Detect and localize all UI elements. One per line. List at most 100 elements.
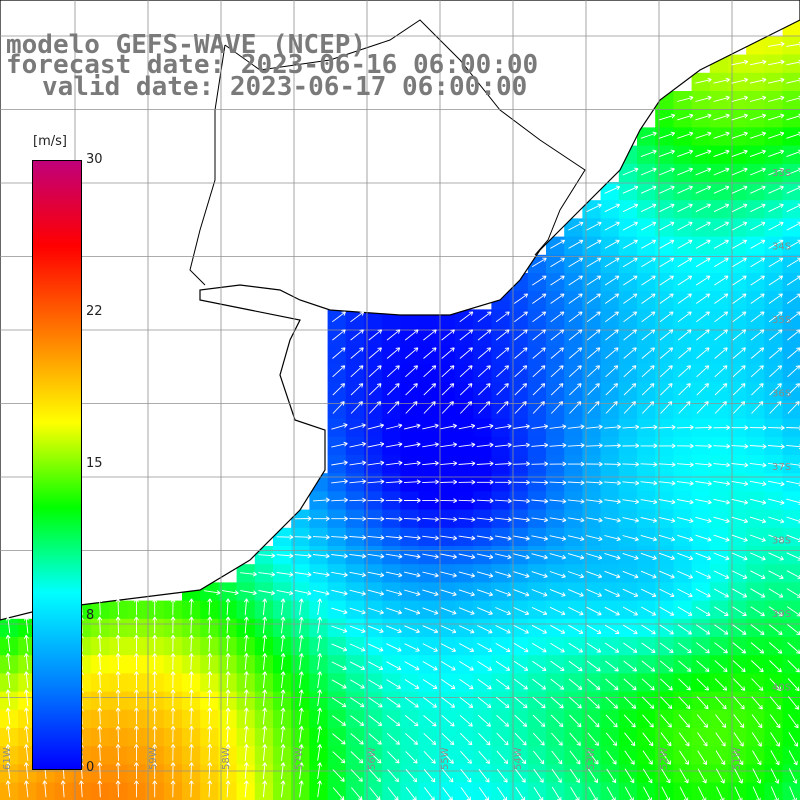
wind-arrow bbox=[623, 642, 638, 653]
wind-arrow bbox=[677, 113, 694, 121]
wind-arrow bbox=[769, 365, 783, 378]
wind-arrow bbox=[440, 442, 458, 448]
wind-arrow bbox=[605, 660, 619, 672]
wind-arrow bbox=[331, 497, 348, 503]
wind-arrow bbox=[641, 678, 655, 691]
wind-arrow bbox=[280, 598, 286, 616]
wind-arrow bbox=[207, 725, 213, 743]
wind-arrow bbox=[531, 480, 549, 485]
wind-arrow bbox=[642, 732, 654, 747]
wind-arrow bbox=[440, 643, 457, 652]
longitude-label: 61W bbox=[2, 747, 13, 770]
wind-arrow bbox=[441, 401, 454, 414]
wind-arrow bbox=[298, 616, 304, 634]
wind-arrow bbox=[715, 750, 726, 766]
wind-arrow bbox=[5, 689, 11, 707]
wind-arrow bbox=[133, 780, 139, 798]
wind-arrow bbox=[604, 424, 621, 430]
wind-arrow bbox=[440, 535, 458, 541]
wind-arrow bbox=[587, 750, 599, 765]
wind-arrow bbox=[659, 275, 674, 286]
wind-arrow bbox=[459, 661, 474, 671]
wind-arrow bbox=[732, 678, 746, 691]
wind-arrow bbox=[604, 606, 620, 616]
wind-arrow bbox=[695, 606, 711, 616]
wind-arrow bbox=[550, 383, 564, 396]
wind-arrow bbox=[533, 768, 544, 783]
wind-arrow bbox=[170, 707, 176, 725]
wind-arrow bbox=[532, 696, 546, 709]
wind-arrow bbox=[513, 442, 530, 448]
wind-arrow bbox=[476, 479, 494, 485]
wind-arrow bbox=[298, 689, 304, 707]
wind-arrow bbox=[367, 535, 385, 541]
wind-arrow bbox=[440, 516, 458, 522]
wind-arrow bbox=[567, 442, 585, 448]
wind-arrow bbox=[549, 553, 567, 560]
wind-arrow bbox=[677, 257, 693, 268]
wind-arrow bbox=[243, 780, 249, 798]
wind-arrow bbox=[660, 383, 673, 396]
wind-arrow bbox=[459, 311, 474, 323]
wind-arrow bbox=[696, 329, 710, 341]
wind-arrow bbox=[262, 616, 268, 634]
wind-arrow bbox=[368, 365, 382, 378]
wind-arrow bbox=[749, 534, 766, 542]
wind-arrow bbox=[749, 113, 767, 121]
wind-arrow bbox=[133, 725, 139, 743]
latitude-label: 40S bbox=[772, 683, 791, 694]
wind-arrow bbox=[349, 571, 367, 578]
wind-arrow bbox=[207, 744, 213, 761]
wind-arrow bbox=[403, 571, 421, 578]
wind-arrow bbox=[405, 733, 419, 745]
wind-arrow bbox=[404, 697, 419, 708]
wind-arrow bbox=[751, 732, 762, 747]
wind-arrow bbox=[423, 750, 436, 764]
wind-arrow bbox=[477, 625, 493, 634]
wind-arrow bbox=[422, 571, 439, 578]
wind-arrow bbox=[280, 689, 286, 707]
wind-arrow bbox=[477, 365, 491, 378]
wind-arrow bbox=[258, 571, 276, 577]
wind-arrow bbox=[769, 660, 782, 673]
wind-arrow bbox=[641, 624, 656, 635]
wind-arrow bbox=[404, 643, 420, 652]
latitude-label: 33S bbox=[772, 168, 791, 179]
wind-arrow bbox=[422, 553, 439, 559]
wind-arrow bbox=[622, 185, 639, 194]
wind-arrow bbox=[404, 498, 421, 503]
wind-arrow bbox=[622, 221, 638, 231]
valid-date: valid date: 2023-06-17 06:00:00 bbox=[42, 72, 528, 102]
wind-arrow bbox=[640, 167, 657, 176]
wind-arrow bbox=[317, 653, 323, 670]
wind-arrow bbox=[659, 678, 673, 691]
wind-arrow bbox=[695, 516, 712, 524]
wind-arrow bbox=[188, 762, 194, 780]
wind-arrow bbox=[641, 401, 655, 414]
wind-arrow bbox=[385, 607, 403, 615]
wind-arrow bbox=[313, 589, 330, 596]
wind-arrow bbox=[697, 732, 708, 747]
wind-arrow bbox=[787, 401, 800, 414]
wind-arrow bbox=[622, 624, 638, 635]
wind-arrow bbox=[423, 365, 437, 378]
wind-arrow bbox=[298, 707, 304, 725]
wind-arrow bbox=[514, 365, 528, 378]
wind-arrow bbox=[368, 697, 383, 708]
wind-arrow bbox=[423, 401, 436, 414]
wind-arrow bbox=[640, 552, 657, 560]
wind-arrow bbox=[188, 634, 194, 652]
wind-arrow bbox=[623, 347, 637, 359]
wind-arrow bbox=[515, 786, 526, 800]
wind-arrow bbox=[768, 588, 784, 598]
wind-arrow bbox=[478, 768, 490, 783]
colorbar-tick-8: 8 bbox=[86, 608, 95, 623]
wind-arrow bbox=[731, 131, 748, 139]
wind-arrow bbox=[732, 365, 746, 378]
wind-arrow bbox=[495, 423, 512, 430]
wind-arrow bbox=[531, 442, 549, 448]
wind-arrow bbox=[225, 725, 231, 743]
wind-arrow bbox=[496, 401, 509, 414]
wind-arrow bbox=[549, 588, 566, 597]
